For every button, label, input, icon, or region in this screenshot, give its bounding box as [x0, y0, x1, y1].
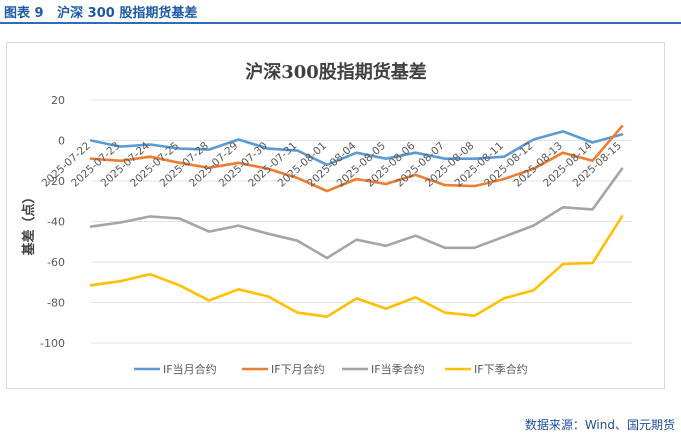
y-tick-label: -80: [47, 297, 65, 310]
figure-label: 图表 9 沪深 300 股指期货基差: [4, 6, 198, 21]
data-source: 数据来源：Wind、国元期货: [524, 418, 675, 432]
series-line-3: [89, 167, 624, 260]
legend-label: IF当季合约: [371, 362, 425, 376]
legend-label: IF下季合约: [474, 362, 528, 376]
legend-label: IF当月合约: [163, 362, 217, 376]
legend-label: IF下月合约: [271, 362, 325, 376]
chart-container: 沪深300股指期货基差 20 0 -20 -40 -60 -80 -100 基差（点） 2025-…: [6, 42, 665, 389]
y-tick-label: -20: [47, 175, 65, 188]
y-tick-label: -40: [47, 216, 65, 229]
title-rule: [0, 22, 681, 24]
y-tick-label: -100: [40, 337, 65, 350]
y-axis-label: 基差（点）: [21, 190, 37, 256]
series-line-4: [89, 215, 624, 319]
series-line-2: [89, 125, 624, 193]
basis-line-chart: 沪深300股指期货基差200-20-40-60-80-100基差（点）2025-…: [21, 61, 632, 376]
y-tick-label: -60: [47, 256, 65, 269]
series-line-1: [89, 130, 624, 167]
y-tick-label: 20: [51, 94, 65, 107]
chart-title: 沪深300股指期货基差: [245, 61, 427, 83]
y-tick-label: 0: [58, 135, 65, 148]
